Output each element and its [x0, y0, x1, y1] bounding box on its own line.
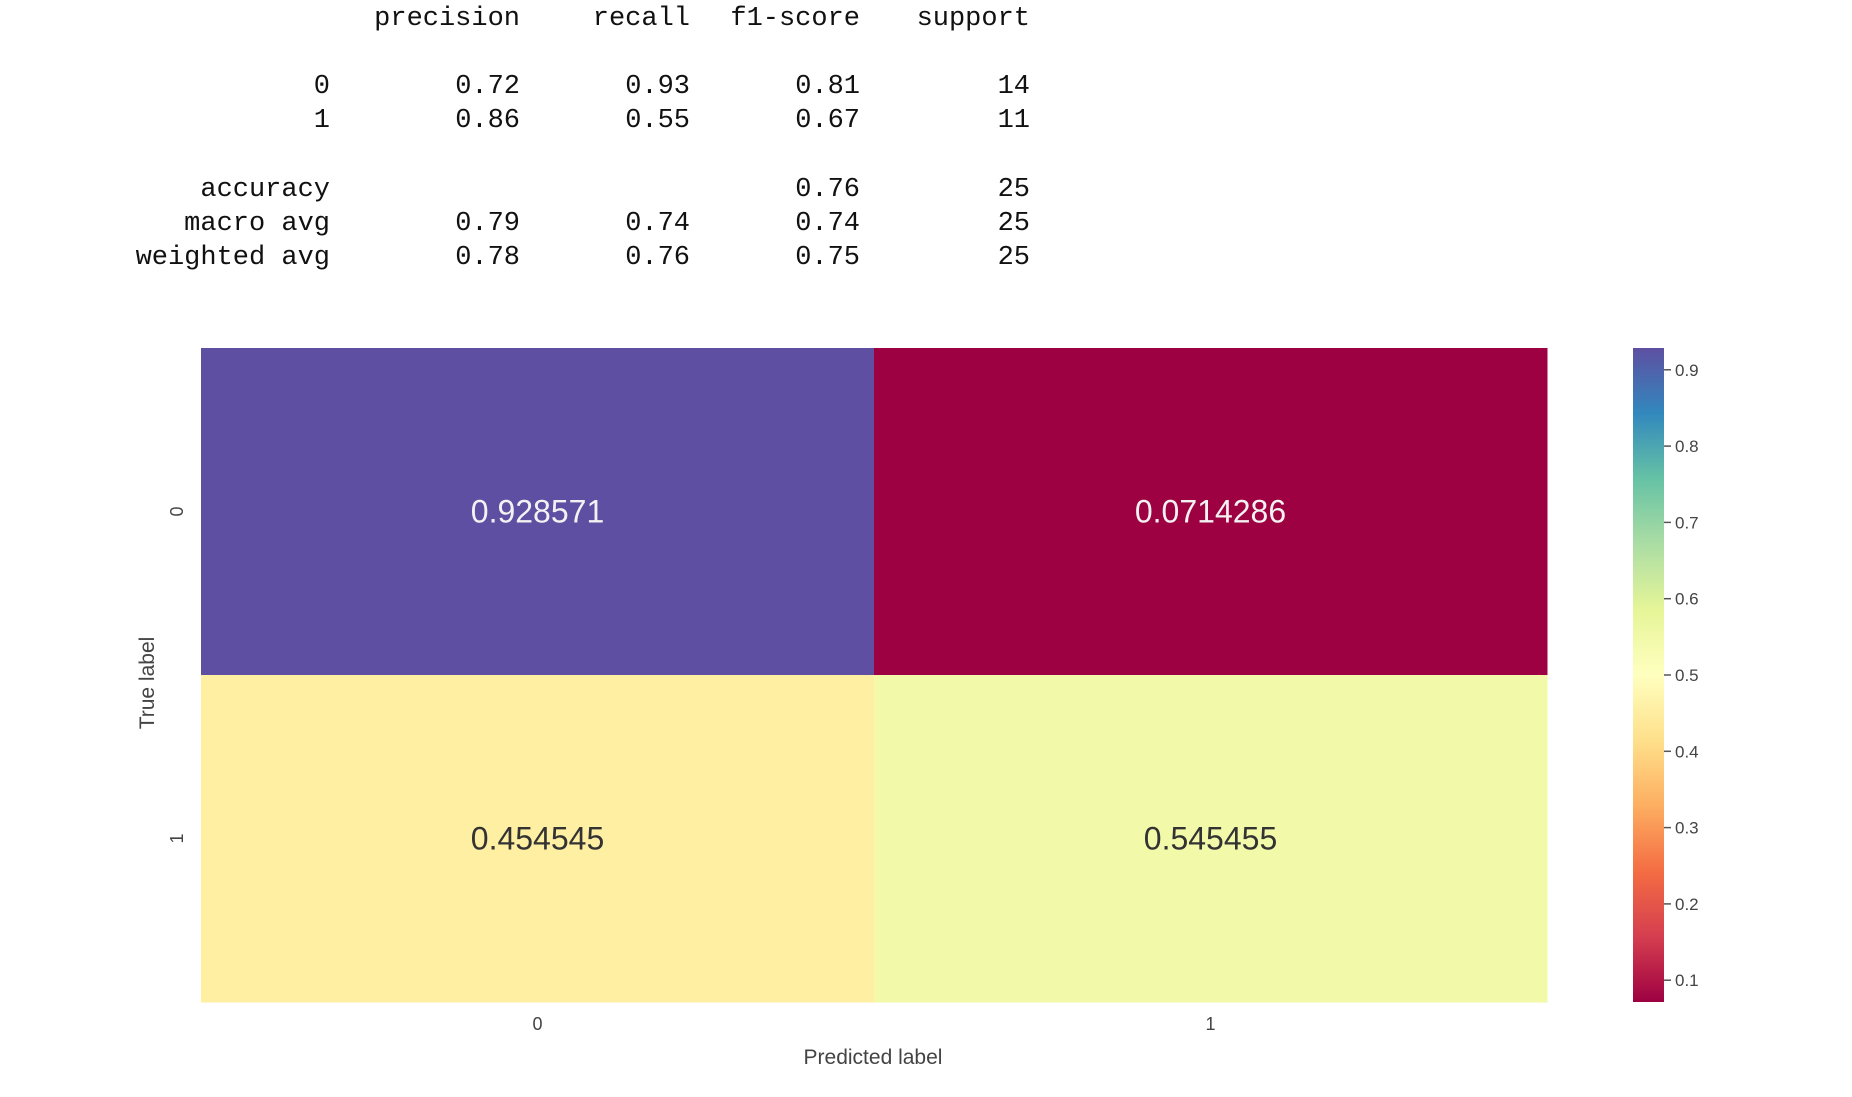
heatmap-cells — [201, 348, 1548, 1003]
colorbar-tick-label: 0.2 — [1675, 895, 1699, 914]
x-tick-label: 0 — [532, 1014, 542, 1034]
report-precision-value: 0.86 — [455, 106, 520, 136]
colorbar-ticks: 0.1 0.2 0.3 0.4 0.5 0.6 0.7 0.8 0.9 — [1664, 361, 1699, 990]
x-tick-label: 1 — [1205, 1014, 1215, 1034]
report-row-label: 0 — [313, 72, 330, 102]
heatmap-cell — [201, 348, 875, 676]
report-recall-value: 0.76 — [625, 243, 690, 273]
report-support-value: 25 — [997, 209, 1030, 239]
report-f1-value: 0.76 — [795, 175, 860, 205]
heatmap-cell-label: 0.0714286 — [1135, 494, 1286, 530]
heatmap-cell-labels: 0.928571 0.0714286 0.454545 0.545455 — [471, 494, 1286, 857]
report-row-label: accuracy — [200, 175, 330, 205]
classification-report: precision recall f1-score support 0 0.72… — [0, 0, 1100, 300]
x-axis-label: Predicted label — [804, 1046, 943, 1069]
report-support-value: 25 — [997, 175, 1030, 205]
report-precision-value: 0.72 — [455, 72, 520, 102]
colorbar-tick-label: 0.9 — [1675, 361, 1699, 380]
heatmap-cell-label: 0.545455 — [1144, 821, 1277, 857]
report-row-label: 1 — [313, 106, 330, 136]
report-precision-value: 0.78 — [455, 243, 520, 273]
y-tick-label: 1 — [167, 833, 187, 843]
colorbar-tick-label: 0.7 — [1675, 513, 1699, 532]
colorbar-tick-label: 0.5 — [1675, 666, 1699, 685]
colorbar-tick-label: 0.1 — [1675, 971, 1699, 990]
colorbar — [1633, 348, 1664, 1002]
y-axis-ticks: 01 — [167, 506, 187, 843]
heatmap-cell-label: 0.928571 — [471, 494, 604, 530]
y-tick-label: 0 — [167, 506, 187, 516]
heatmap-cell — [201, 675, 875, 1003]
report-support-value: 14 — [997, 72, 1030, 102]
report-row-label: macro avg — [184, 209, 330, 239]
colorbar-tick-label: 0.3 — [1675, 819, 1699, 838]
report-recall-value: 0.93 — [625, 72, 690, 102]
header-support: support — [916, 4, 1030, 34]
heatmap-cell-label: 0.454545 — [471, 821, 604, 857]
report-f1-value: 0.75 — [795, 243, 860, 273]
report-f1-value: 0.67 — [795, 106, 860, 136]
report-row-label: weighted avg — [135, 243, 330, 273]
report-support-value: 11 — [997, 106, 1030, 136]
report-precision-value: 0.79 — [455, 209, 520, 239]
colorbar-tick-label: 0.4 — [1675, 742, 1699, 761]
heatmap-cell — [874, 675, 1548, 1003]
report-recall-value: 0.55 — [625, 106, 690, 136]
y-axis-label: True label — [136, 637, 159, 730]
header-recall: recall — [592, 4, 690, 34]
header-precision: precision — [374, 4, 520, 34]
report-support-value: 25 — [997, 243, 1030, 273]
colorbar-tick-label: 0.8 — [1675, 437, 1699, 456]
colorbar-tick-label: 0.6 — [1675, 590, 1699, 609]
report-f1-value: 0.74 — [795, 209, 860, 239]
report-recall-value: 0.74 — [625, 209, 690, 239]
header-f1-score: f1-score — [730, 4, 860, 34]
heatmap-cell — [874, 348, 1548, 676]
report-f1-value: 0.81 — [795, 72, 860, 102]
